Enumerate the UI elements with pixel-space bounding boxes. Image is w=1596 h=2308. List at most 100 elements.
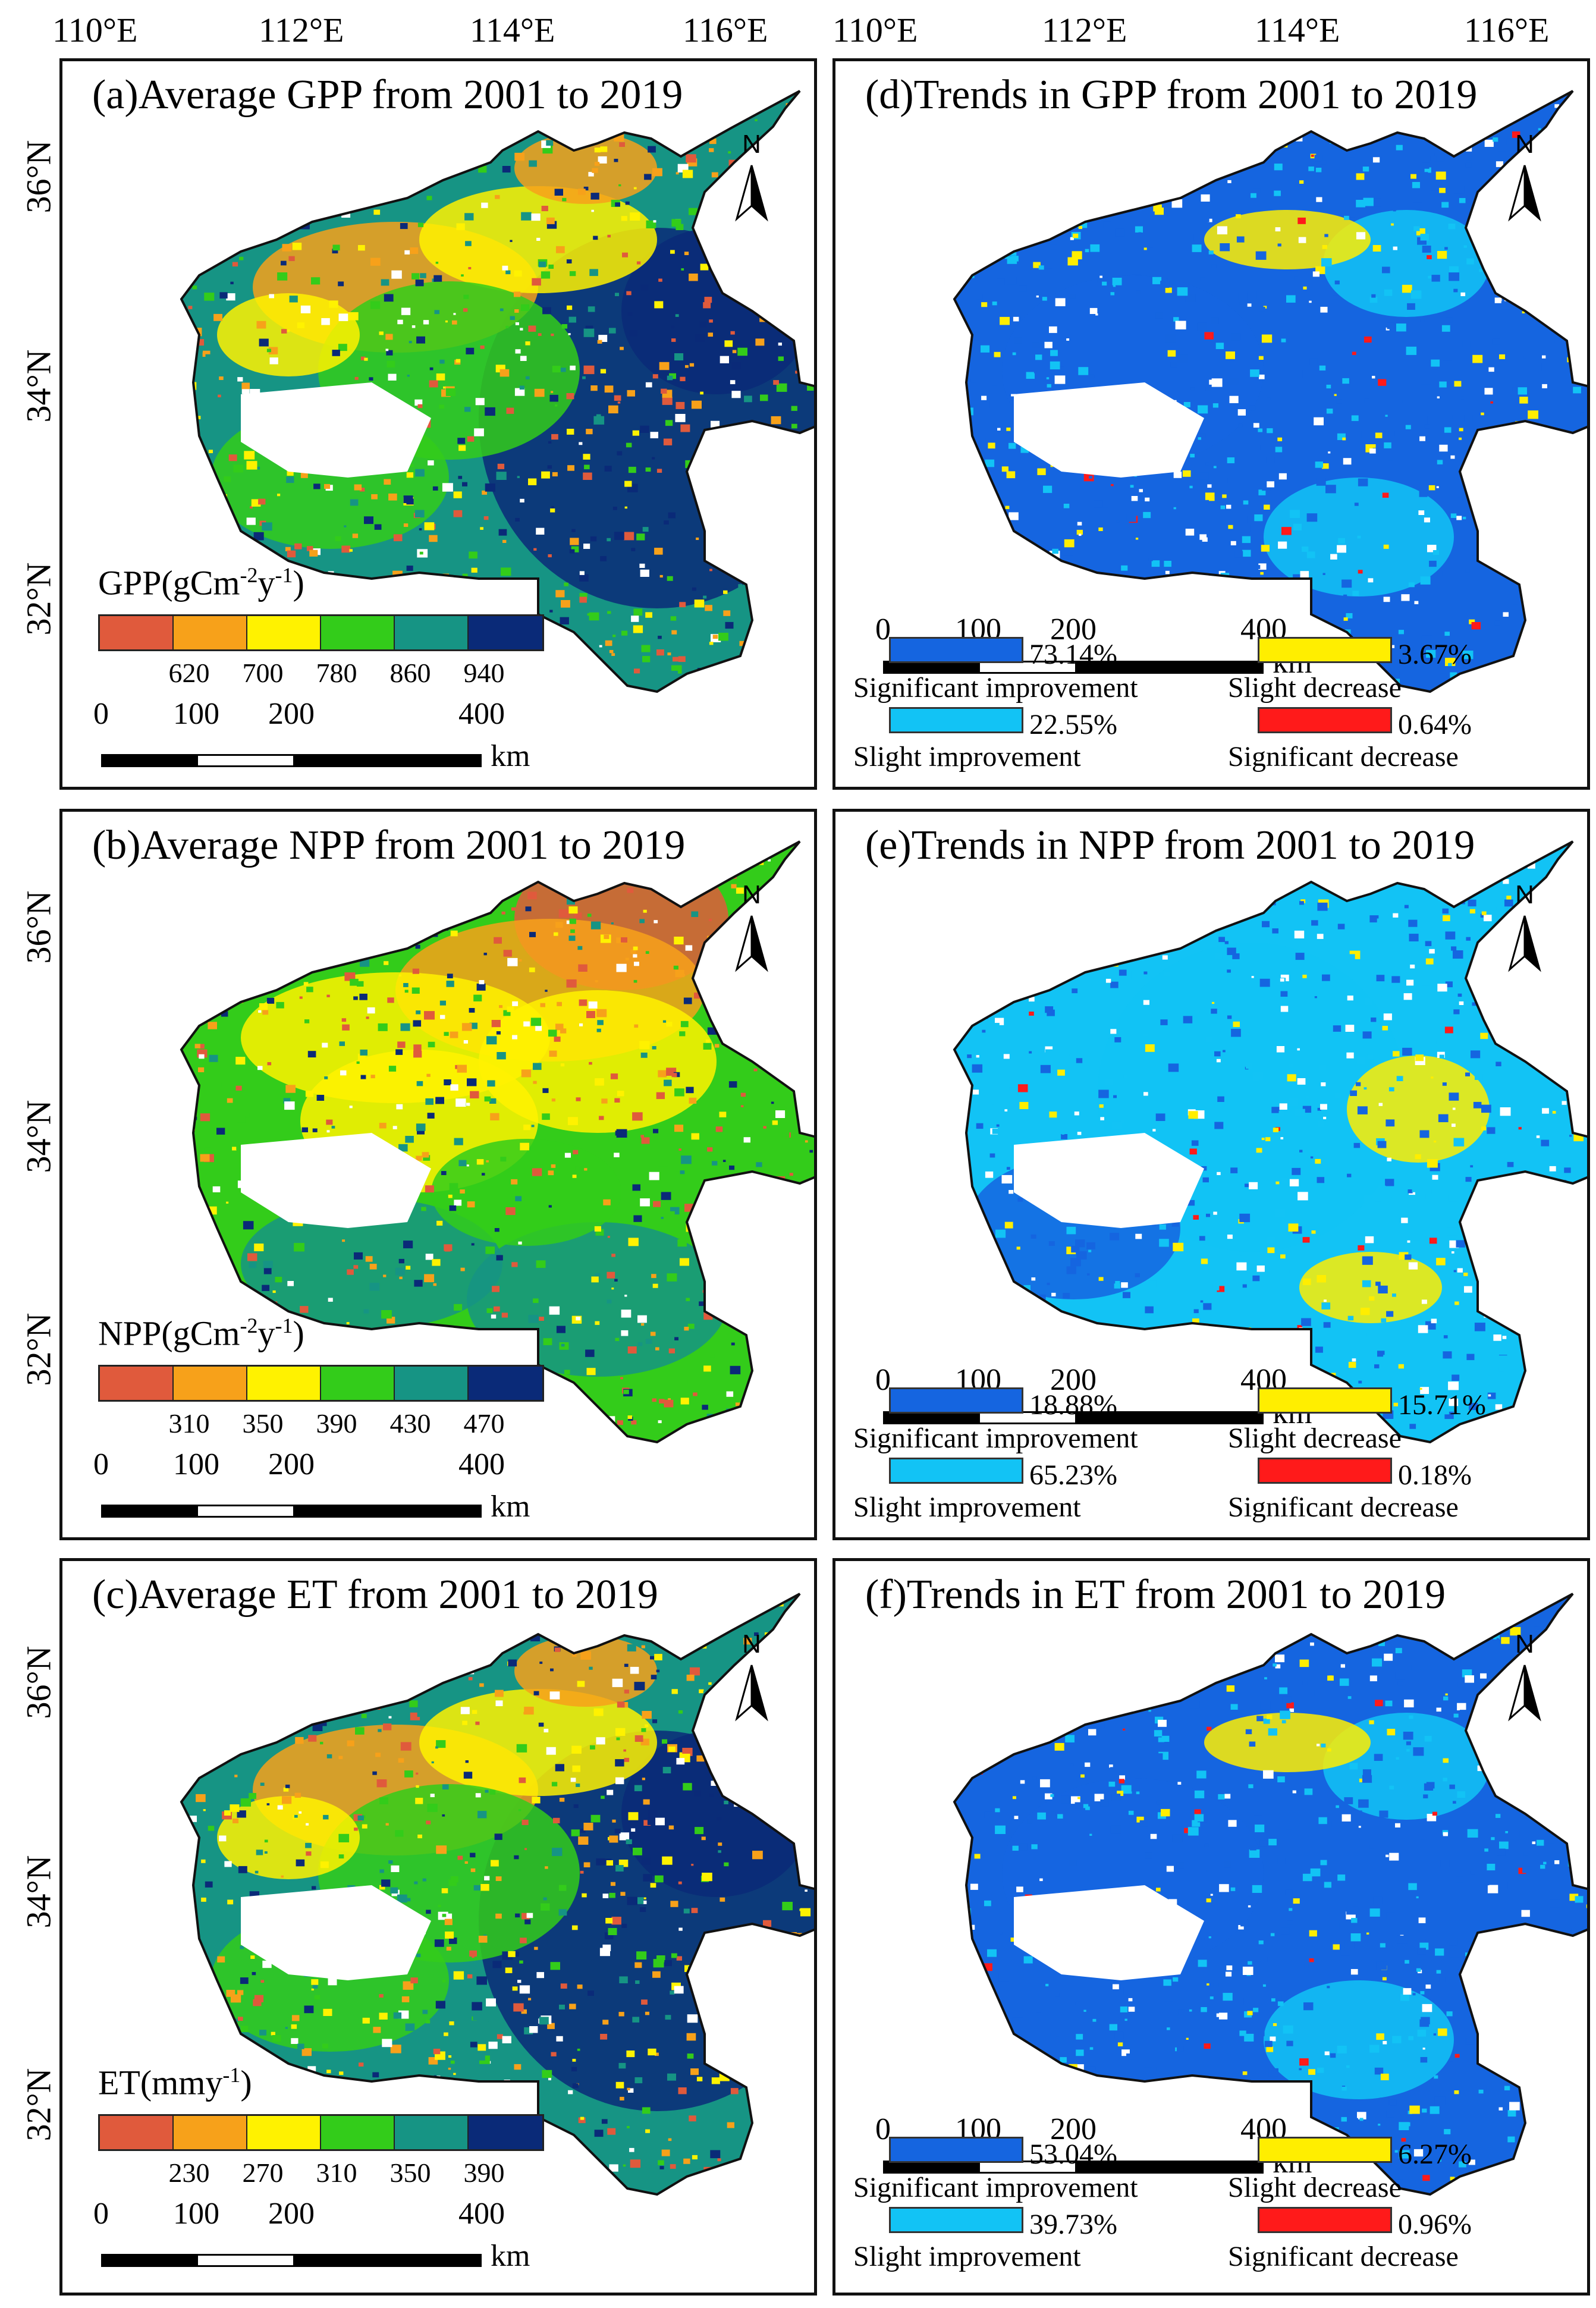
map-pixel [219, 1835, 227, 1842]
map-pixel [1204, 2043, 1211, 2049]
map-pixel [287, 329, 290, 332]
map-pixel [580, 1870, 584, 1874]
map-pixel [979, 190, 986, 197]
map-pixel [336, 934, 340, 938]
map-pixel [798, 227, 806, 233]
map-pixel [758, 591, 769, 600]
map-pixel [599, 1116, 604, 1120]
map-svg [953, 1593, 1587, 2196]
map-pixel [482, 1173, 485, 1176]
map-pixel [1061, 160, 1067, 166]
map-pixel [1484, 388, 1493, 395]
map-pixel [1502, 1336, 1507, 1339]
map-pixel [453, 313, 456, 315]
map-pixel [1513, 1963, 1523, 1970]
map-pixel [1255, 565, 1261, 569]
map-pixel [645, 1724, 649, 1728]
map-pixel [712, 635, 718, 639]
map-pixel [1403, 1731, 1413, 1740]
map-pixel [1589, 1251, 1591, 1254]
map-pixel [768, 1219, 772, 1222]
map-nodata-area [1014, 382, 1204, 478]
map-pixel [316, 127, 323, 133]
map-pixel [1066, 1226, 1076, 1235]
map-nodata-area [241, 1885, 431, 1980]
map-pixel [587, 306, 595, 312]
map-pixel [711, 1197, 714, 1201]
map-pixel [1512, 278, 1516, 281]
map-pixel [1349, 212, 1355, 218]
map-pixel [309, 2186, 314, 2190]
map-pixel [462, 1720, 467, 1725]
map-pixel [1095, 1034, 1105, 1042]
map-pixel [774, 1744, 780, 1748]
map-pixel [1432, 1175, 1438, 1180]
map-pixel [453, 510, 463, 517]
map-pixel [1492, 1011, 1496, 1014]
map-pixel [444, 1918, 453, 1926]
map-pixel [206, 878, 209, 881]
map-pixel [385, 1336, 388, 1339]
map-pixel [1476, 1172, 1485, 1179]
map-pixel [1180, 1678, 1185, 1682]
map-pixel [718, 1842, 722, 1846]
map-pixel [621, 216, 627, 221]
map-pixel [1322, 463, 1329, 469]
map-pixel [1305, 1095, 1309, 1098]
map-pixel [620, 347, 624, 350]
map-pixel [1375, 432, 1383, 438]
map-pixel [730, 1365, 741, 1374]
map-pixel [522, 2084, 525, 2087]
map-pixel [204, 1147, 211, 1153]
map-pixel [796, 444, 800, 447]
map-pixel [288, 256, 295, 261]
map-pixel [1403, 993, 1412, 1000]
map-pixel [1314, 996, 1317, 998]
map-pixel [606, 1860, 613, 1866]
map-pixel [708, 918, 712, 921]
map-pixel [531, 213, 541, 221]
map-pixel [1556, 521, 1564, 527]
map-pixel [277, 167, 287, 176]
map-pixel [1145, 497, 1150, 502]
map-pixel [308, 1346, 315, 1352]
map-pixel [1536, 493, 1544, 500]
map-pixel [1089, 476, 1092, 479]
map-pixel [208, 1814, 213, 1819]
map-pixel [671, 1073, 677, 1078]
map-pixel [1026, 372, 1035, 379]
map-pixel [630, 949, 636, 954]
map-pixel [434, 310, 439, 315]
map-pixel [381, 279, 389, 286]
map-pixel [1494, 620, 1501, 626]
map-pixel [597, 1020, 604, 1025]
map-pixel [1238, 1925, 1244, 1930]
map-pixel [1459, 1001, 1464, 1005]
map-pixel [548, 554, 552, 558]
map-pixel [709, 319, 713, 323]
map-pixel [201, 1859, 206, 1863]
map-pixel [555, 590, 565, 598]
map-pixel [1261, 1138, 1265, 1141]
map-pixel [1099, 587, 1102, 589]
map-pixel [1208, 676, 1218, 685]
map-pixel [1509, 1255, 1515, 1260]
map-pixel [1567, 288, 1577, 296]
map-pixel [1055, 298, 1066, 306]
map-pixel [307, 915, 312, 918]
map-pixel [356, 1061, 360, 1064]
map-pixel [1180, 1153, 1184, 1156]
map-pixel [551, 2052, 557, 2056]
map-pixel [1013, 1342, 1017, 1346]
map-pixel [403, 983, 409, 987]
map-pixel [1420, 234, 1429, 241]
map-pixel [709, 1354, 715, 1358]
legend-swatch-slight-dec [1258, 637, 1392, 663]
map-pixel [1209, 153, 1215, 159]
map-pixel [219, 525, 226, 530]
map-pixel [1344, 215, 1349, 220]
map-pixel [523, 677, 533, 684]
map-pixel [359, 1624, 368, 1631]
map-pixel [632, 1184, 640, 1191]
map-pixel [239, 256, 244, 260]
